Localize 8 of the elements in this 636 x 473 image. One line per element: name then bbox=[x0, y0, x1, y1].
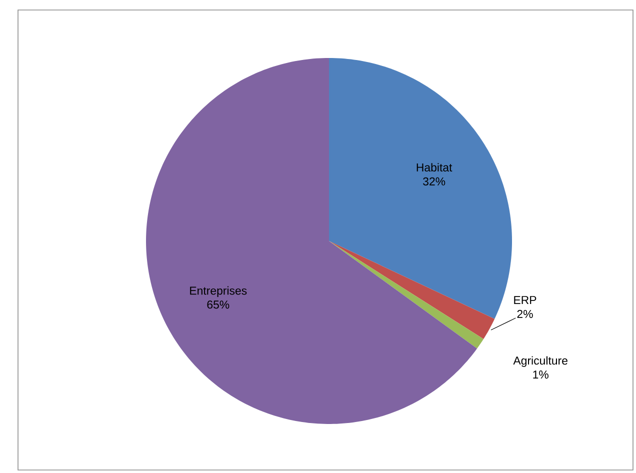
slice-label: Habitat bbox=[416, 163, 452, 172]
slice-label: Entreprises bbox=[190, 286, 247, 297]
slice-label: Agriculture bbox=[513, 356, 568, 367]
data-label: 32% bbox=[423, 177, 446, 186]
data-label: 65% bbox=[207, 300, 230, 309]
slice-label: ERP bbox=[514, 296, 536, 304]
data-label: 1% bbox=[533, 370, 548, 379]
data-label: 2% bbox=[517, 310, 533, 318]
